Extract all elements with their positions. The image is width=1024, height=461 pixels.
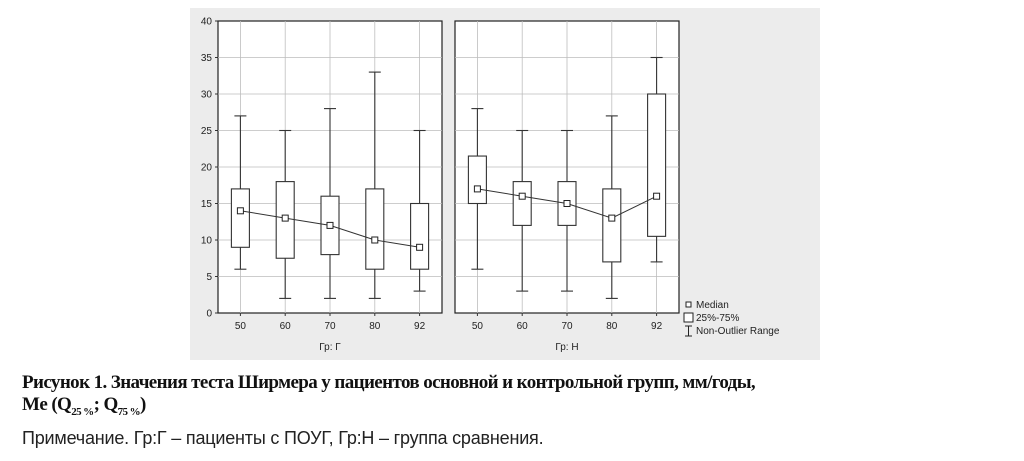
median-marker	[326, 221, 334, 229]
y-tick-label: 30	[201, 90, 213, 101]
caption-line-1: Рисунок 1. Значения теста Ширмера у паци…	[22, 372, 756, 393]
median-marker	[473, 185, 481, 193]
panel-xlabel: Гр: Н	[555, 342, 578, 353]
panel-xlabel: Гр: Г	[319, 342, 341, 353]
median-marker	[236, 207, 244, 215]
x-tick-label: 50	[235, 321, 247, 332]
box-iqr	[467, 155, 487, 205]
box-iqr	[647, 93, 667, 237]
median-marker	[518, 192, 526, 200]
x-tick-label: 80	[369, 321, 381, 332]
box-iqr	[410, 202, 430, 270]
box-iqr	[602, 188, 622, 263]
y-tick-label: 40	[201, 17, 213, 28]
box-iqr	[230, 188, 250, 248]
legend-median-marker	[685, 301, 692, 308]
y-tick-label: 20	[201, 163, 213, 174]
x-tick-label: 60	[517, 321, 529, 332]
median-marker	[416, 243, 424, 251]
legend-median-label: Median	[696, 300, 729, 311]
x-tick-label: 60	[280, 321, 292, 332]
x-tick-label: 70	[561, 321, 573, 332]
y-tick-label: 0	[206, 309, 212, 320]
y-tick-label: 15	[201, 199, 213, 210]
y-tick-label: 25	[201, 126, 213, 137]
figure-caption: Рисунок 1. Значения теста Ширмера у паци…	[22, 372, 1012, 423]
median-marker	[653, 192, 661, 200]
x-tick-label: 92	[414, 321, 426, 332]
y-tick-label: 35	[201, 53, 213, 64]
y-tick-label: 10	[201, 236, 213, 247]
legend-box-label: 25%-75%	[696, 313, 739, 324]
median-marker	[608, 214, 616, 222]
caption-sub-75: 75 %	[117, 405, 141, 418]
box-iqr	[512, 181, 532, 226]
median-marker	[281, 214, 289, 222]
figure-note: Примечание. Гр:Г – пациенты с ПОУГ, Гр:Н…	[22, 428, 544, 448]
legend-box-marker	[683, 312, 694, 323]
y-tick-label: 5	[206, 272, 212, 283]
x-tick-label: 50	[472, 321, 484, 332]
median-marker	[563, 200, 571, 207]
caption-me-q: Me (Q	[22, 394, 72, 415]
caption-semicolon-q: ; Q	[93, 394, 119, 415]
figure: 0 5 10 15 20 25 30 35 40 50 60 70 80 92 Гр: Г 50 60 70 80 9…	[190, 8, 820, 360]
caption-close: )	[140, 394, 146, 415]
x-tick-label: 70	[324, 321, 336, 332]
box-iqr	[365, 188, 385, 270]
x-tick-label: 80	[606, 321, 618, 332]
caption-sub-25: 25 %	[71, 405, 94, 418]
x-tick-label: 92	[651, 321, 663, 332]
legend-range-label: Non-Outlier Range	[696, 326, 780, 337]
box-plot-chart: 0 5 10 15 20 25 30 35 40 50 60 70 80 92 Гр: Г 50 60 70 80 9…	[201, 17, 780, 354]
median-marker	[371, 236, 379, 244]
caption-line-2: Me (Q25 %; Q75 %)	[22, 394, 1012, 423]
